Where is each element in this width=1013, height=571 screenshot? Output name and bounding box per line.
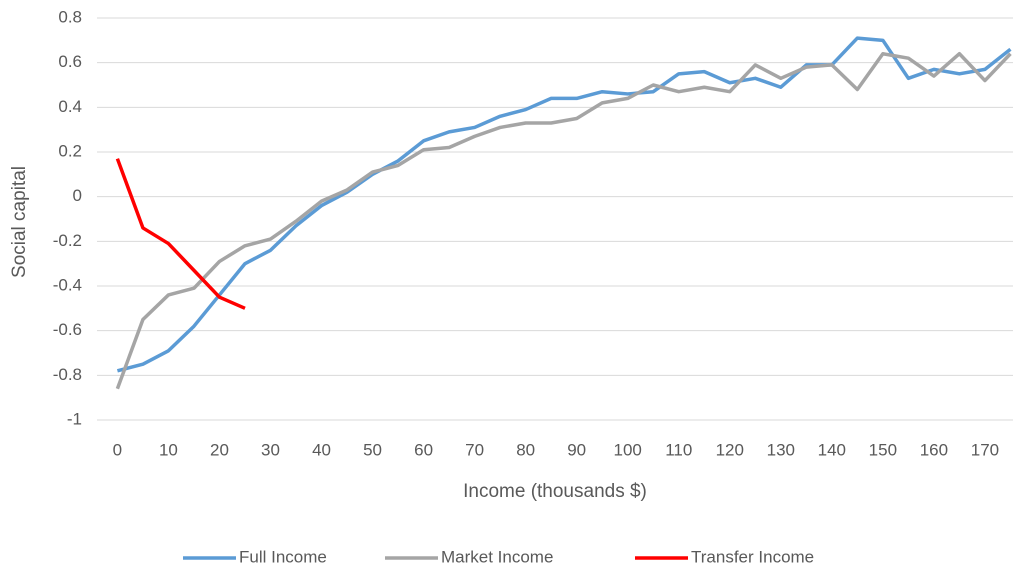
line-series [116,36,1012,373]
x-tick-label: 60 [414,440,433,459]
y-tick-label: -0.2 [53,231,82,250]
x-tick-label: 120 [716,440,744,459]
x-tick-label: 130 [767,440,795,459]
y-tick-label: 0.4 [58,97,82,116]
y-tick-label: -1 [67,409,82,428]
x-tick-label: 100 [614,440,642,459]
y-tick-label: 0.8 [58,7,82,26]
x-tick-label: 50 [363,440,382,459]
legend-label: Full Income [239,547,327,566]
y-tick-label: 0.6 [58,52,82,71]
x-tick-label: 30 [261,440,280,459]
x-tick-label: 150 [869,440,897,459]
x-tick-label: 40 [312,440,331,459]
x-tick-label: 110 [665,440,692,459]
y-tick-label: 0 [73,186,82,205]
x-tick-label: 170 [971,440,999,459]
x-tick-label: 70 [465,440,484,459]
x-tick-label: 0 [113,440,122,459]
x-tick-label: 160 [920,440,948,459]
legend-label: Market Income [441,547,553,566]
legend-label: Transfer Income [691,547,814,566]
x-tick-label: 80 [516,440,535,459]
x-tick-label: 20 [210,440,229,459]
y-axis-title: Social capital [9,166,30,278]
x-axis-title: Income (thousands $) [463,481,647,502]
y-tick-label: -0.8 [53,365,82,384]
x-tick-label: 140 [818,440,846,459]
y-tick-label: -0.6 [53,320,82,339]
line-series [115,158,246,310]
line-series [115,51,1012,390]
y-tick-label: 0.2 [58,141,82,160]
x-tick-label: 90 [567,440,586,459]
x-tick-label: 10 [159,440,178,459]
y-tick-label: -0.4 [53,275,82,294]
